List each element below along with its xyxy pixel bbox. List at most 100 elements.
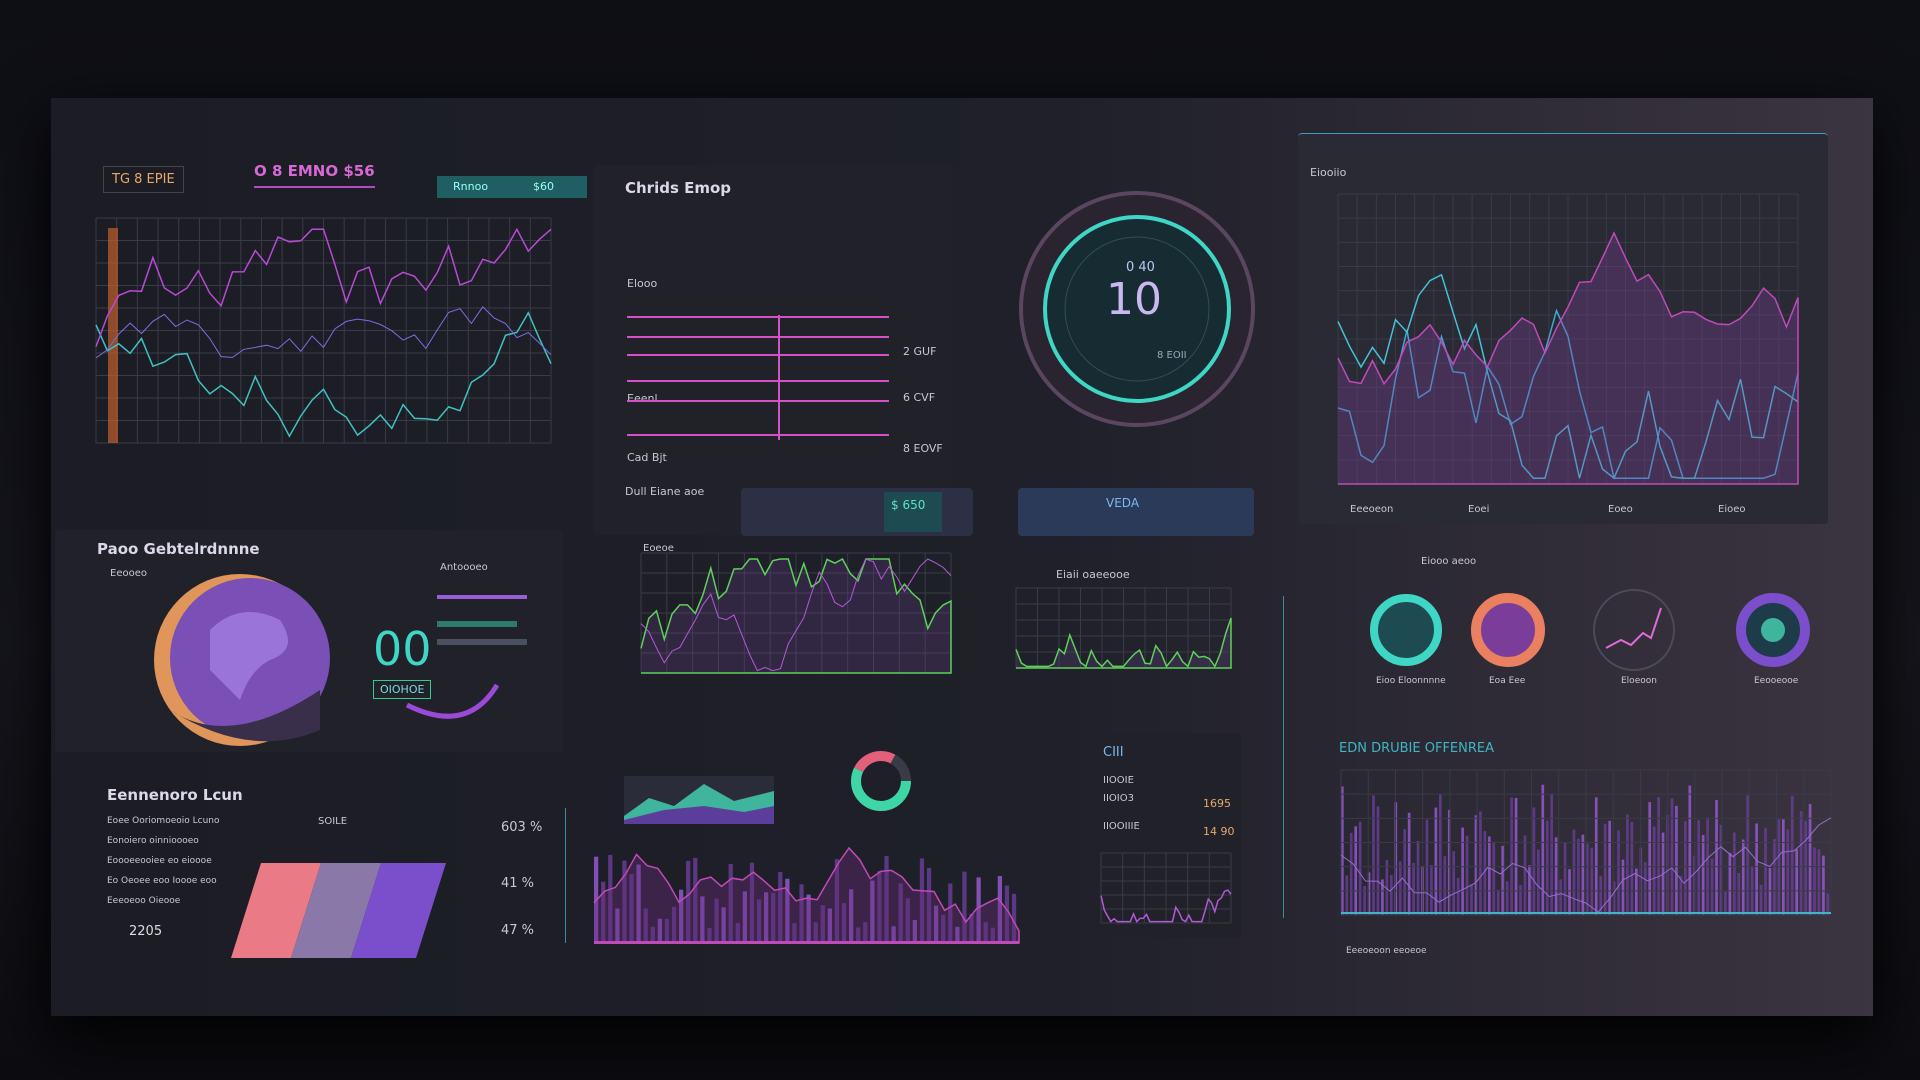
- decor-bar: [1692, 855, 1696, 915]
- decor-bar: [707, 927, 712, 943]
- decor-bar: [1563, 842, 1567, 915]
- decor-bar: [1430, 865, 1433, 915]
- decor-bar: [884, 856, 889, 943]
- decor-bar: [1759, 884, 1763, 915]
- decor-bar: [657, 918, 662, 943]
- line: [95, 306, 552, 359]
- decor-bar: [1599, 875, 1603, 915]
- decor-bar: [1813, 847, 1816, 915]
- decor-bar: [856, 927, 861, 943]
- decor-bar: [1612, 881, 1616, 915]
- decor-bar: [990, 927, 995, 943]
- decor-bar: [1474, 815, 1478, 915]
- decor-bar: [764, 892, 769, 943]
- card-value: $ 650: [891, 498, 926, 512]
- row-value: 1695: [1203, 797, 1231, 810]
- decor-bar: [1541, 784, 1545, 915]
- line-chart: [1015, 587, 1232, 669]
- decor-bar: [1381, 879, 1384, 915]
- decor-bar: [1501, 845, 1505, 915]
- decor-bar: [1590, 847, 1594, 915]
- decor-bar: [1439, 794, 1442, 915]
- gauge: [1019, 191, 1255, 427]
- decor-bar: [1416, 840, 1420, 915]
- decor-bar: [841, 903, 847, 943]
- decor-bar: [1568, 869, 1571, 915]
- row-label: Eoee Ooriomoeoio Lcuno: [107, 816, 220, 826]
- decor-bar: [934, 905, 939, 943]
- decor-bar: [849, 889, 854, 943]
- card: $ 650: [741, 488, 973, 536]
- decor-bar: [735, 922, 740, 943]
- decor-bar: [1519, 885, 1522, 915]
- row-label: IIOIO3: [1103, 793, 1134, 804]
- decor-bar: [728, 863, 733, 943]
- decor-bar: [976, 877, 981, 943]
- legend-item: Eioeo: [1718, 504, 1746, 515]
- decor-bar: [1768, 868, 1772, 915]
- header-title: O 8 EMNO $56: [254, 162, 375, 188]
- decor-bar: [1358, 821, 1362, 915]
- decor-bar: [636, 864, 641, 943]
- decor-bar: [1697, 820, 1701, 915]
- decor-bar: [629, 874, 634, 943]
- decor-bar: [1532, 807, 1536, 915]
- chart-title: Eoeoe: [643, 543, 674, 554]
- stripes: [231, 863, 446, 958]
- decor-bar: [1795, 849, 1799, 915]
- decor-bar: [622, 860, 627, 943]
- decor-bar: [1528, 865, 1531, 915]
- decor-bar: [742, 891, 747, 943]
- row-value: 8 EOVF: [903, 442, 943, 455]
- donut-label: Eoa Eee: [1489, 676, 1526, 686]
- globe: [154, 574, 330, 746]
- decor-bar: [1808, 803, 1812, 915]
- decor-bar: [1741, 839, 1745, 915]
- row-label: IIOOIIIE: [1103, 821, 1140, 832]
- decor-bar: [1492, 841, 1496, 915]
- decor-bar: [1643, 862, 1647, 915]
- caption: Eeeoeoon eeoeoe: [1346, 946, 1427, 956]
- decor-bar: [1715, 799, 1718, 915]
- decor-bar: [1505, 881, 1509, 915]
- line: [95, 227, 552, 347]
- decor-bar: [1799, 811, 1803, 915]
- decor-bar: [1011, 893, 1017, 943]
- decor-bar: [1594, 797, 1598, 915]
- decor-bar: [891, 926, 896, 943]
- percent: 603 %: [501, 820, 543, 835]
- decor-bar: [834, 859, 840, 943]
- decor-bar: [1773, 838, 1776, 915]
- decor-bar: [1407, 812, 1411, 915]
- area: [640, 557, 952, 674]
- percent: 41 %: [501, 876, 535, 891]
- gauge-top: 0 40: [1126, 260, 1155, 275]
- chart-title: Eiaii oaeeooe: [1056, 568, 1130, 581]
- decor-bar: [1648, 802, 1652, 915]
- decor-bar: [1367, 872, 1371, 915]
- row-value: 6 CVF: [903, 391, 936, 404]
- decor-bar: [1826, 893, 1830, 915]
- decor-bar: [1376, 806, 1380, 915]
- decor-bar: [785, 878, 790, 943]
- line-chart: [95, 217, 552, 444]
- decor-bar: [1670, 798, 1674, 915]
- decor-bar: [799, 884, 804, 943]
- hbars: [627, 315, 889, 440]
- line: [1337, 308, 1799, 479]
- mountain: [624, 776, 774, 824]
- grid: [95, 217, 552, 444]
- decor-bar: [1447, 809, 1451, 915]
- decor-bar: [1822, 855, 1825, 915]
- decor-bar: [820, 905, 825, 943]
- globe-panel: Paoo Gebtelrdnnne Eeooeo 00 OIOHOE Antoo…: [55, 530, 563, 752]
- bar-chart: [593, 846, 1020, 944]
- decor-bar: [877, 870, 882, 943]
- decor-bar: [1349, 832, 1353, 915]
- mini-panel: CIII IIOOIE IIOIO3 IIOOIIIE 1695 14 90: [1091, 733, 1241, 938]
- row-label: Cad Bjt: [627, 451, 667, 464]
- decor-bar: [749, 862, 755, 943]
- decor-bar: [693, 857, 698, 943]
- panel-title: Eennenoro Lcun: [107, 786, 243, 804]
